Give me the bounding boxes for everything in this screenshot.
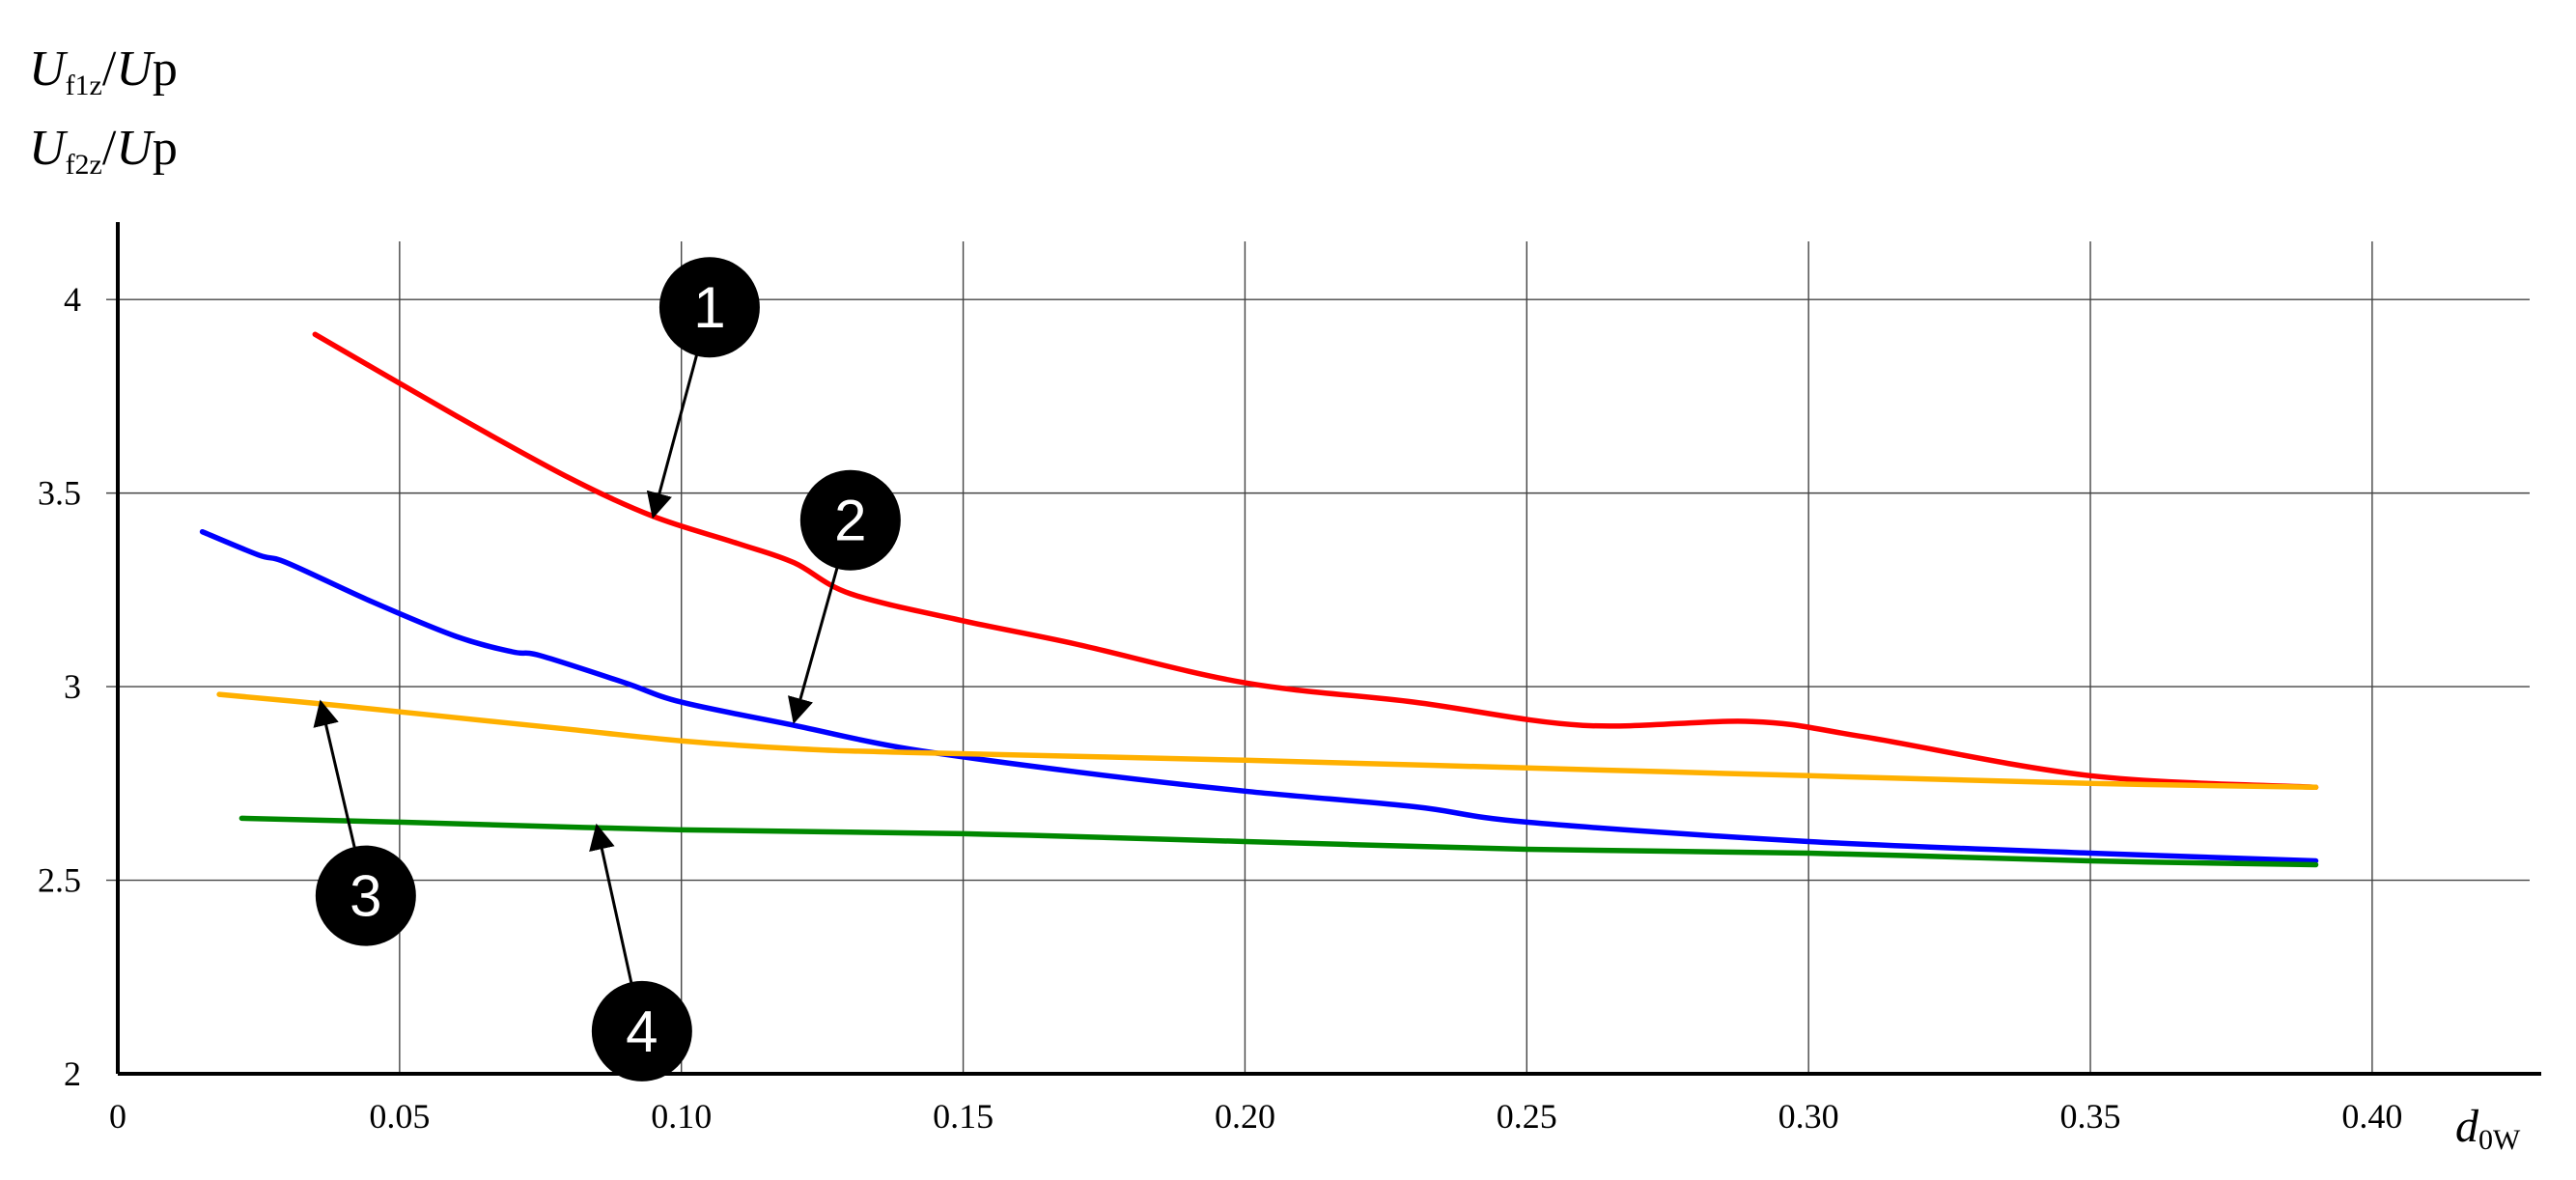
y-tick-label: 2.5 xyxy=(38,861,81,900)
x-axis-title: d0W xyxy=(2455,1101,2521,1156)
x-tick-label: 0.40 xyxy=(2341,1097,2402,1136)
grid xyxy=(106,241,2530,1074)
marker-circle-3 xyxy=(315,845,416,946)
marker-label-3: 3 xyxy=(350,864,381,929)
y-tick-label: 3 xyxy=(64,667,81,706)
y-tick-label: 3.5 xyxy=(38,474,81,513)
marker-arrow-3 xyxy=(313,699,357,852)
marker-label-4: 4 xyxy=(626,999,658,1064)
marker-arrow-1 xyxy=(646,351,699,520)
marker-label-2: 2 xyxy=(834,489,866,553)
series-line-3 xyxy=(216,691,2319,791)
series-line-1 xyxy=(312,331,2319,791)
x-tick-label: 0 xyxy=(109,1097,126,1136)
marker-circle-4 xyxy=(591,980,692,1082)
x-tick-label: 0.05 xyxy=(369,1097,430,1136)
marker-arrow-4 xyxy=(589,823,634,987)
marker-circle-1 xyxy=(658,257,760,358)
x-tick-label: 0.20 xyxy=(1215,1097,1275,1136)
marker-circle-2 xyxy=(799,469,901,571)
marker-label-1: 1 xyxy=(693,275,725,340)
marker-arrow-2 xyxy=(788,564,840,724)
x-tick-label: 0.30 xyxy=(1778,1097,1839,1136)
axes xyxy=(116,222,2541,1076)
x-tick-label: 0.10 xyxy=(651,1097,712,1136)
y-axis-title-line-1: Uf1z/Up xyxy=(29,42,178,101)
series-line-4 xyxy=(238,815,2319,868)
x-tick-label: 0.25 xyxy=(1497,1097,1557,1136)
y-tick-label: 2 xyxy=(64,1054,81,1093)
series-line-2 xyxy=(199,528,2319,864)
y-axis-title-line-2: Uf2z/Up xyxy=(29,121,178,181)
series-markers: 1 2 3 4 xyxy=(313,257,901,1082)
x-tick-label: 0.15 xyxy=(933,1097,994,1136)
tick-labels: 0 0.05 0.10 0.15 0.20 0.25 0.30 0.35 0.40 2 2.5 3 3.… xyxy=(38,280,2402,1136)
x-tick-label: 0.35 xyxy=(2060,1097,2121,1136)
series xyxy=(199,331,2319,868)
y-tick-label: 4 xyxy=(64,280,81,319)
